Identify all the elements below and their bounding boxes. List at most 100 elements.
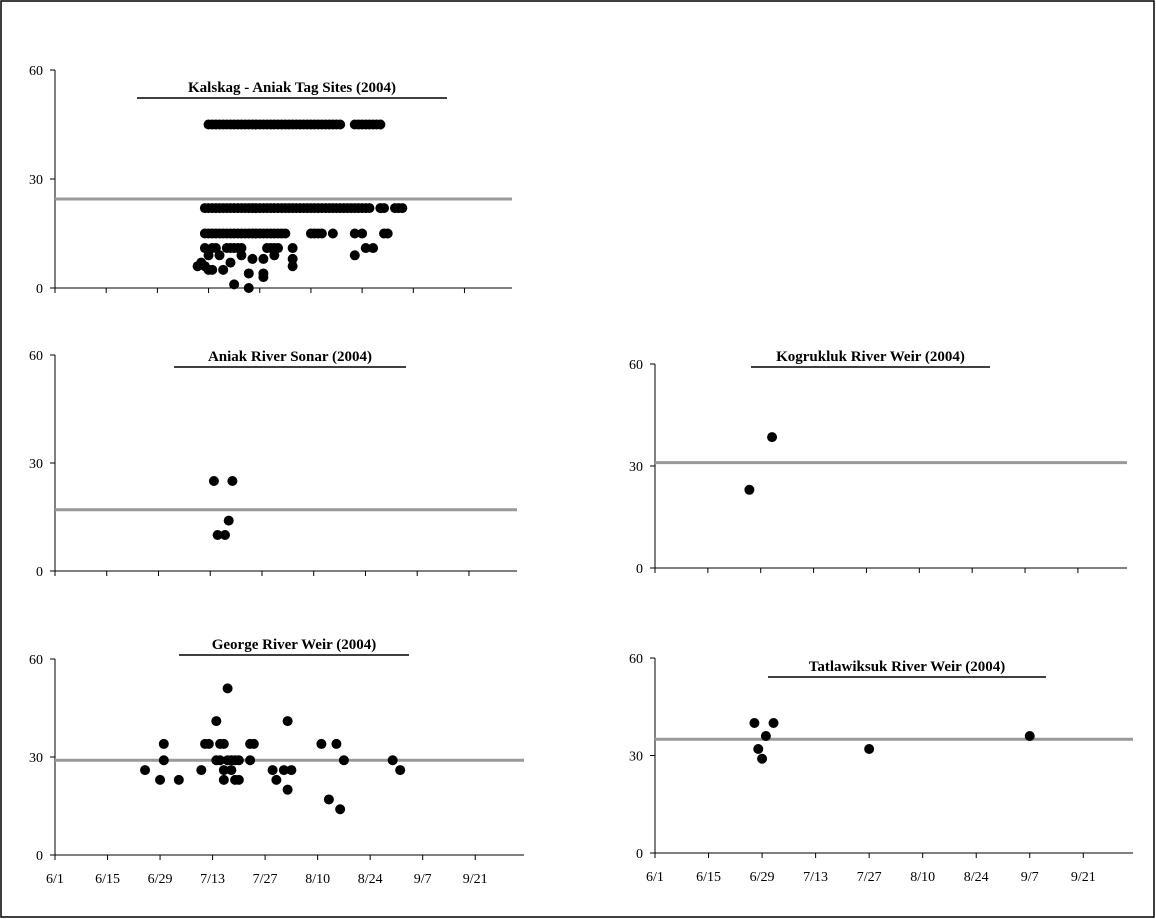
data-point — [212, 530, 223, 540]
y-tick-label: 0 — [636, 847, 643, 862]
y-tick-label: 30 — [29, 173, 43, 188]
data-point — [155, 774, 166, 785]
chart-title: Aniak River Sonar (2004) — [208, 349, 372, 365]
data-point — [247, 253, 258, 264]
data-point — [225, 257, 236, 268]
y-tick-label: 30 — [629, 460, 643, 475]
data-point — [382, 228, 393, 239]
data-point — [218, 765, 229, 776]
chart-kalskag-aniak: Kalskag - Aniak Tag Sites (2004) 0 30 60 — [29, 64, 512, 297]
data-point — [215, 755, 226, 766]
data-point — [316, 228, 327, 239]
data-point — [757, 753, 768, 764]
data-point — [316, 738, 327, 749]
data-point — [236, 243, 247, 254]
data-point — [271, 774, 282, 785]
y-tick-label: 30 — [29, 457, 43, 472]
data-point — [287, 253, 298, 264]
data-point — [196, 765, 207, 776]
data-point — [749, 718, 760, 728]
data-point — [258, 253, 269, 264]
x-tick-label: 6/15 — [95, 872, 120, 887]
x-tick-label: 6/15 — [696, 870, 721, 885]
data-point — [245, 755, 256, 766]
data-point — [226, 765, 237, 776]
data-point — [258, 268, 269, 279]
y-tick-label: 60 — [29, 653, 43, 668]
x-tick-label: 9/7 — [414, 872, 432, 887]
data-point — [273, 243, 284, 254]
data-point — [243, 283, 254, 293]
data-point — [211, 716, 222, 727]
data-point — [248, 738, 259, 749]
data-point — [286, 765, 297, 776]
data-point — [327, 228, 338, 239]
data-point — [349, 228, 360, 239]
data-point — [210, 243, 221, 254]
data-point — [173, 774, 184, 785]
data-point — [229, 279, 240, 290]
data-point — [1024, 731, 1035, 741]
data-point — [222, 683, 233, 694]
x-tick-label: 9/7 — [1021, 870, 1039, 885]
data-point — [280, 228, 291, 239]
data-point — [282, 784, 293, 795]
data-point — [207, 264, 218, 275]
x-tick-label: 6/29 — [750, 870, 775, 885]
data-point — [203, 738, 214, 749]
chart-title: Kogrukluk River Weir (2004) — [776, 349, 965, 365]
data-point — [158, 738, 169, 749]
data-point — [864, 744, 875, 754]
data-point — [338, 755, 349, 766]
data-point — [387, 755, 398, 766]
y-tick-label: 0 — [36, 565, 43, 580]
y-tick-label: 30 — [629, 750, 643, 765]
chart-title: Tatlawiksuk River Weir (2004) — [809, 659, 1006, 675]
x-tick-label: 8/24 — [358, 872, 383, 887]
chart-kogrukluk-river-weir: Kogrukluk River Weir (2004) 0 30 60 — [629, 349, 1127, 577]
data-point — [397, 203, 408, 214]
data-point — [375, 119, 386, 130]
x-tick-label: 7/27 — [253, 872, 278, 887]
data-point — [357, 228, 368, 239]
data-point — [395, 765, 406, 776]
chart-aniak-river-sonar: Aniak River Sonar (2004) 0 30 60 — [29, 349, 517, 580]
x-tick-label: 8/10 — [305, 872, 330, 887]
data-point — [282, 716, 293, 727]
y-tick-label: 60 — [629, 358, 643, 373]
x-tick-label: 8/10 — [910, 870, 935, 885]
data-point — [349, 250, 360, 261]
chart-tatlawiksuk-river-weir: Tatlawiksuk River Weir (2004) 0 30 60 6/1 6/… — [629, 652, 1133, 885]
data-point — [220, 530, 231, 540]
y-tick-label: 60 — [629, 652, 643, 667]
data-point — [243, 268, 254, 279]
x-tick-label: 7/27 — [857, 870, 882, 885]
data-point — [267, 765, 278, 776]
data-point — [331, 738, 342, 749]
x-tick-label: 7/13 — [200, 872, 225, 887]
y-tick-label: 30 — [29, 751, 43, 766]
data-point — [364, 203, 375, 214]
data-point — [760, 731, 771, 741]
data-point — [287, 261, 298, 272]
y-tick-label: 60 — [29, 349, 43, 364]
y-tick-label: 0 — [36, 849, 43, 864]
x-tick-label: 6/29 — [148, 872, 173, 887]
data-point — [278, 765, 289, 776]
y-tick-label: 0 — [636, 562, 643, 577]
data-point — [753, 744, 764, 754]
x-tick-label: 6/1 — [46, 872, 64, 887]
x-tick-label: 9/21 — [1071, 870, 1096, 885]
chart-george-river-weir: George River Weir (2004) 0 30 60 6/1 6/15 6/2… — [29, 637, 524, 887]
x-tick-label: 7/13 — [803, 870, 828, 885]
data-point — [767, 432, 778, 443]
data-point — [368, 243, 379, 254]
data-point — [199, 243, 210, 254]
data-point — [379, 203, 390, 214]
x-tick-label: 6/1 — [646, 870, 664, 885]
chart-title: George River Weir (2004) — [212, 637, 377, 653]
y-tick-label: 0 — [36, 282, 43, 297]
x-tick-label: 8/24 — [964, 870, 989, 885]
y-tick-label: 60 — [29, 64, 43, 79]
